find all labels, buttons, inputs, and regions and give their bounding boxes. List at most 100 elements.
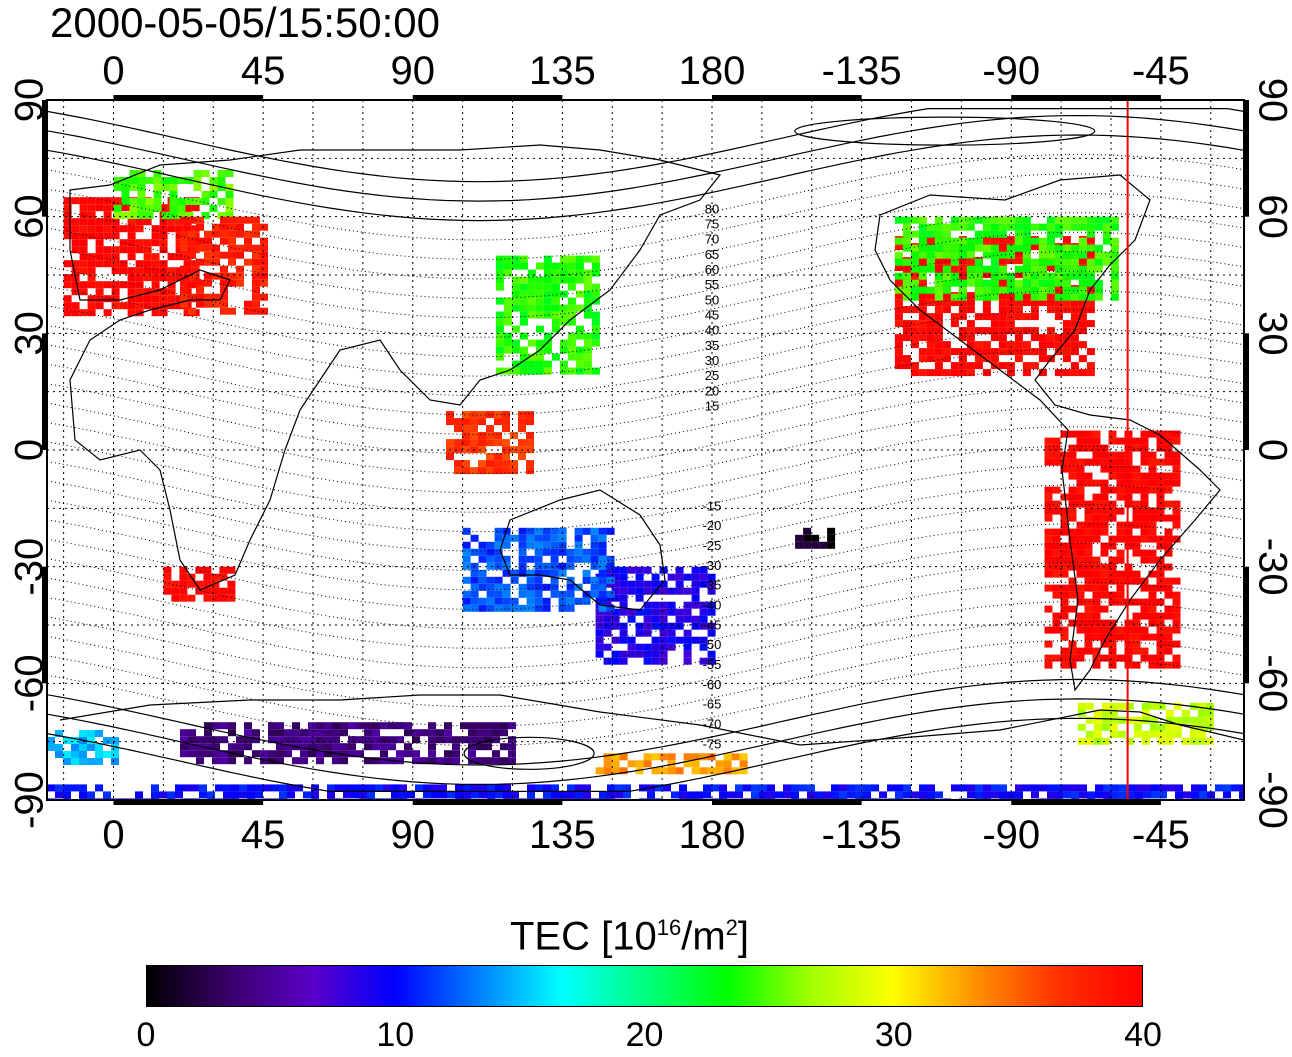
tec-cell xyxy=(103,281,112,289)
tec-cell xyxy=(611,594,620,602)
tec-cell xyxy=(1046,251,1055,259)
tec-cell xyxy=(87,281,96,289)
tec-cell xyxy=(175,295,184,303)
tec-cell xyxy=(143,274,152,282)
tec-cell xyxy=(526,411,534,419)
tec-cell xyxy=(227,580,236,588)
tec-cell xyxy=(502,460,510,468)
tec-cell xyxy=(1076,542,1085,550)
tec-cell xyxy=(348,750,356,758)
tec-cell xyxy=(582,527,591,535)
tec-cell xyxy=(675,622,684,630)
tec-cell xyxy=(1046,264,1055,272)
tec-cell xyxy=(902,230,911,238)
tec-cell xyxy=(527,283,536,291)
tec-cell xyxy=(439,791,447,799)
tec-cell xyxy=(1006,257,1015,265)
tec-cell xyxy=(300,743,308,751)
tec-cell xyxy=(590,534,599,542)
tec-cell xyxy=(159,232,168,240)
tec-cell xyxy=(462,576,471,584)
tec-cell xyxy=(691,573,700,581)
tec-cell xyxy=(1014,313,1023,321)
tec-cell xyxy=(227,594,236,602)
tec-cell xyxy=(185,198,194,205)
tec-cell xyxy=(942,369,951,377)
tec-cell xyxy=(583,297,592,305)
tec-cell xyxy=(683,608,692,616)
tec-cell xyxy=(511,325,520,333)
tec-cell xyxy=(550,534,559,542)
tec-cell xyxy=(121,198,130,205)
tec-cell xyxy=(982,223,991,231)
tec-cell xyxy=(1108,486,1117,494)
tec-cell xyxy=(244,258,252,266)
tec-cell xyxy=(675,587,684,595)
tec-cell xyxy=(247,791,255,799)
tec-cell xyxy=(239,791,247,799)
tec-cell xyxy=(831,784,839,792)
tec-cell xyxy=(691,566,700,574)
tec-cell xyxy=(590,555,599,563)
tec-cell xyxy=(180,279,188,287)
tec-cell xyxy=(974,272,983,280)
tec-cell xyxy=(127,274,136,282)
tec-cell xyxy=(619,594,628,602)
tec-cell xyxy=(215,784,223,792)
tec-cell xyxy=(1006,341,1015,349)
tec-cell xyxy=(1052,486,1061,494)
tec-cell xyxy=(551,304,560,312)
tec-cell xyxy=(611,767,620,775)
tec-cell xyxy=(791,791,799,799)
tec-cell xyxy=(1038,293,1047,301)
contour-label: -50 xyxy=(703,637,722,652)
tec-cell xyxy=(1172,535,1181,543)
tec-cell xyxy=(169,198,178,205)
tec-cell xyxy=(151,267,160,275)
tec-cell xyxy=(635,573,644,581)
tec-cell xyxy=(332,722,340,730)
tec-cell xyxy=(1141,730,1150,738)
tec-cell xyxy=(534,527,543,535)
tec-cell xyxy=(500,743,508,751)
tec-cell xyxy=(503,297,512,305)
tec-cell xyxy=(583,791,591,799)
tec-cell xyxy=(1078,341,1087,349)
contour-label: -60 xyxy=(703,677,722,692)
tec-cell xyxy=(95,784,103,792)
tec-cell xyxy=(63,232,72,240)
tec-cell xyxy=(635,760,644,768)
tec-cell xyxy=(575,346,584,354)
tec-cell xyxy=(958,293,967,301)
tec-cell xyxy=(486,411,494,419)
tec-cell xyxy=(611,615,620,623)
tec-cell xyxy=(934,355,943,363)
tec-cell xyxy=(659,629,668,637)
tec-cell xyxy=(137,212,146,219)
tec-cell xyxy=(1175,784,1183,792)
tec-cell xyxy=(591,325,600,333)
tec-cell xyxy=(847,784,855,792)
tec-cell xyxy=(180,237,188,245)
tec-cell xyxy=(803,541,812,549)
tec-cell xyxy=(667,587,676,595)
bottom-axis-label: -45 xyxy=(1132,813,1190,857)
tec-cell xyxy=(444,750,452,758)
tec-cell xyxy=(220,757,228,765)
tec-cell xyxy=(998,313,1007,321)
tec-cell xyxy=(196,258,204,266)
tec-cell xyxy=(71,246,80,254)
tec-cell xyxy=(703,791,711,799)
tec-cell xyxy=(1116,535,1125,543)
tec-cell xyxy=(219,587,228,595)
tec-cell xyxy=(518,583,527,591)
tec-cell xyxy=(926,230,935,238)
tec-cell xyxy=(63,737,71,744)
tec-cell xyxy=(974,237,983,245)
tec-cell xyxy=(518,548,527,556)
tec-cell xyxy=(595,629,604,637)
tec-cell xyxy=(1205,709,1214,717)
tec-cell xyxy=(567,269,576,277)
tec-cell xyxy=(1060,514,1069,522)
tec-cell xyxy=(974,341,983,349)
